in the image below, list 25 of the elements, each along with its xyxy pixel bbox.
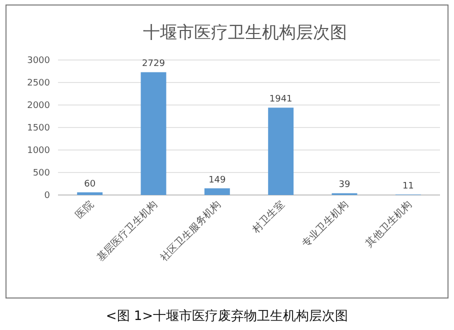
bar [204, 188, 230, 195]
y-tick-label: 0 [44, 191, 50, 201]
x-tick-label: 其他卫生机构 [363, 198, 414, 250]
text: <图 1>十堰市医疗废弃物卫生机构层次图 [106, 308, 348, 324]
y-tick-label: 2000 [27, 101, 50, 111]
y-tick-label: 3000 [27, 56, 50, 66]
chart-title: 十堰市医疗卫生机构层次图 [143, 23, 347, 43]
data-label: 1941 [269, 94, 292, 105]
y-tick-label: 1000 [27, 146, 50, 156]
x-tick-label: 医院 [73, 198, 96, 222]
x-tick-label: 村卫生室 [249, 198, 287, 236]
bar [77, 192, 103, 195]
x-tick-label: 专业卫生机构 [300, 198, 351, 250]
x-tick-label: 社区卫生服务机构 [158, 198, 224, 264]
y-tick-label: 500 [32, 168, 50, 178]
data-label: 2729 [142, 59, 166, 70]
data-label: 60 [84, 179, 96, 190]
y-tick-label: 2500 [27, 78, 50, 88]
x-tick-label: 基层医疗卫生机构 [94, 198, 160, 264]
bar [268, 108, 294, 195]
y-tick-label: 1500 [27, 124, 50, 134]
data-label: 39 [338, 180, 350, 190]
data-label: 11 [402, 182, 414, 192]
bar [140, 72, 166, 195]
data-label: 149 [208, 175, 226, 186]
